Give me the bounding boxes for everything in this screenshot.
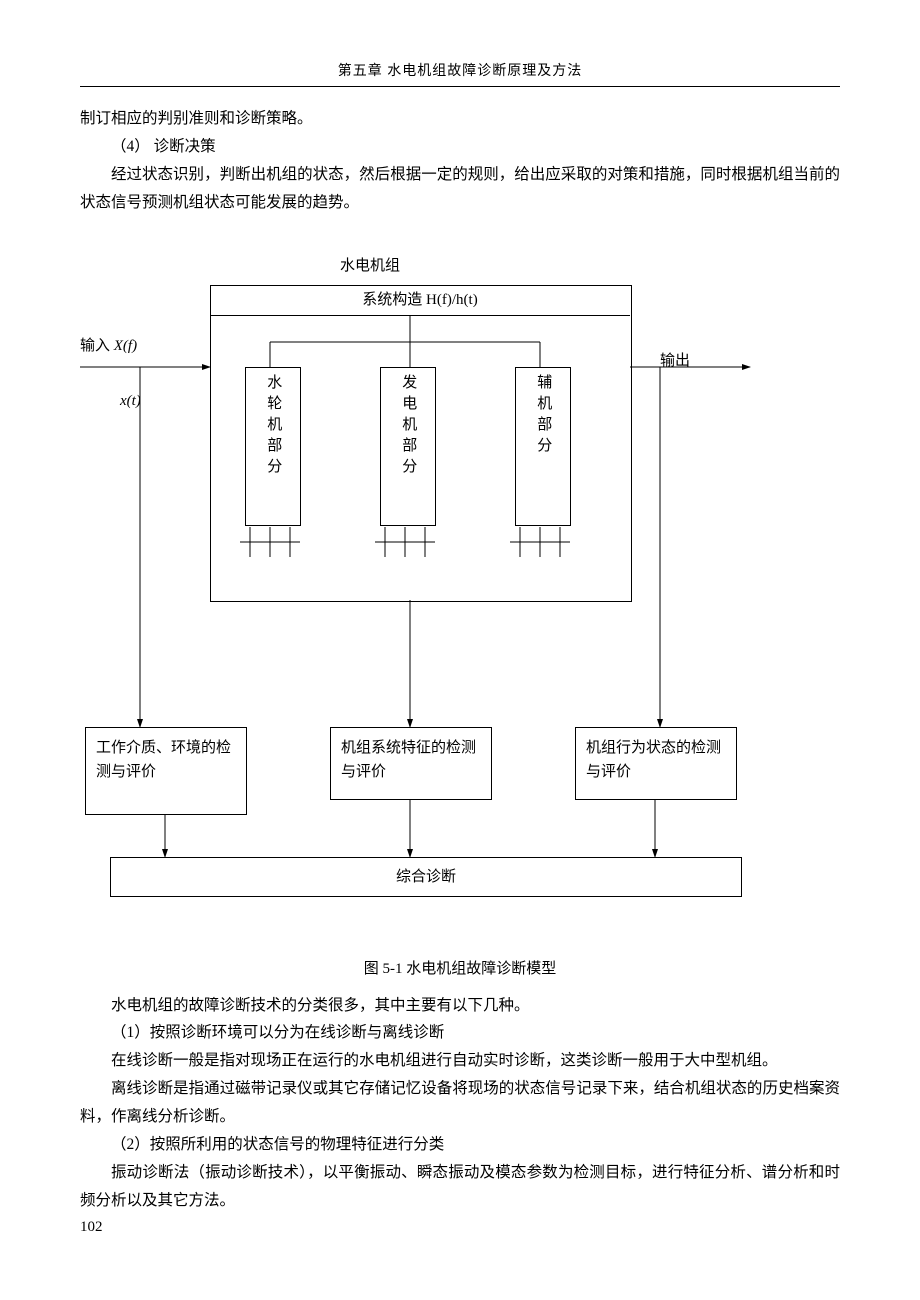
diagram-flowchart: 水电机组 系统构造 H(f)/h(t) 输入 X(f) x(t) 输出 水轮机部… [80, 257, 840, 937]
after-p1: 水电机组的故障诊断技术的分类很多，其中主要有以下几种。 [80, 992, 840, 1020]
after-p4-heading: （2）按照所利用的状态信号的物理特征进行分类 [80, 1131, 840, 1159]
chapter-header: 第五章 水电机组故障诊断原理及方法 [80, 60, 840, 80]
after-p4-body: 振动诊断法（振动诊断技术），以平衡振动、瞬态振动及模态参数为检测目标，进行特征分… [80, 1159, 840, 1215]
point4-heading: （4） 诊断决策 [80, 133, 840, 161]
after-p3-body: 离线诊断是指通过磁带记录仪或其它存储记忆设备将现场的状态信号记录下来，结合机组状… [80, 1075, 840, 1131]
after-p2-body: 在线诊断一般是指对现场正在运行的水电机组进行自动实时诊断，这类诊断一般用于大中型… [80, 1047, 840, 1075]
intro-line1: 制订相应的判别准则和诊断策略。 [80, 105, 840, 133]
header-rule [80, 86, 840, 87]
diagram-connectors [80, 257, 840, 937]
point4-body: 经过状态识别，判断出机组的状态，然后根据一定的规则，给出应采取的对策和措施，同时… [80, 161, 840, 217]
diagram-caption: 图 5-1 水电机组故障诊断模型 [80, 957, 840, 978]
after-p2-heading: （1）按照诊断环境可以分为在线诊断与离线诊断 [80, 1019, 840, 1047]
page-number: 102 [80, 1219, 840, 1236]
